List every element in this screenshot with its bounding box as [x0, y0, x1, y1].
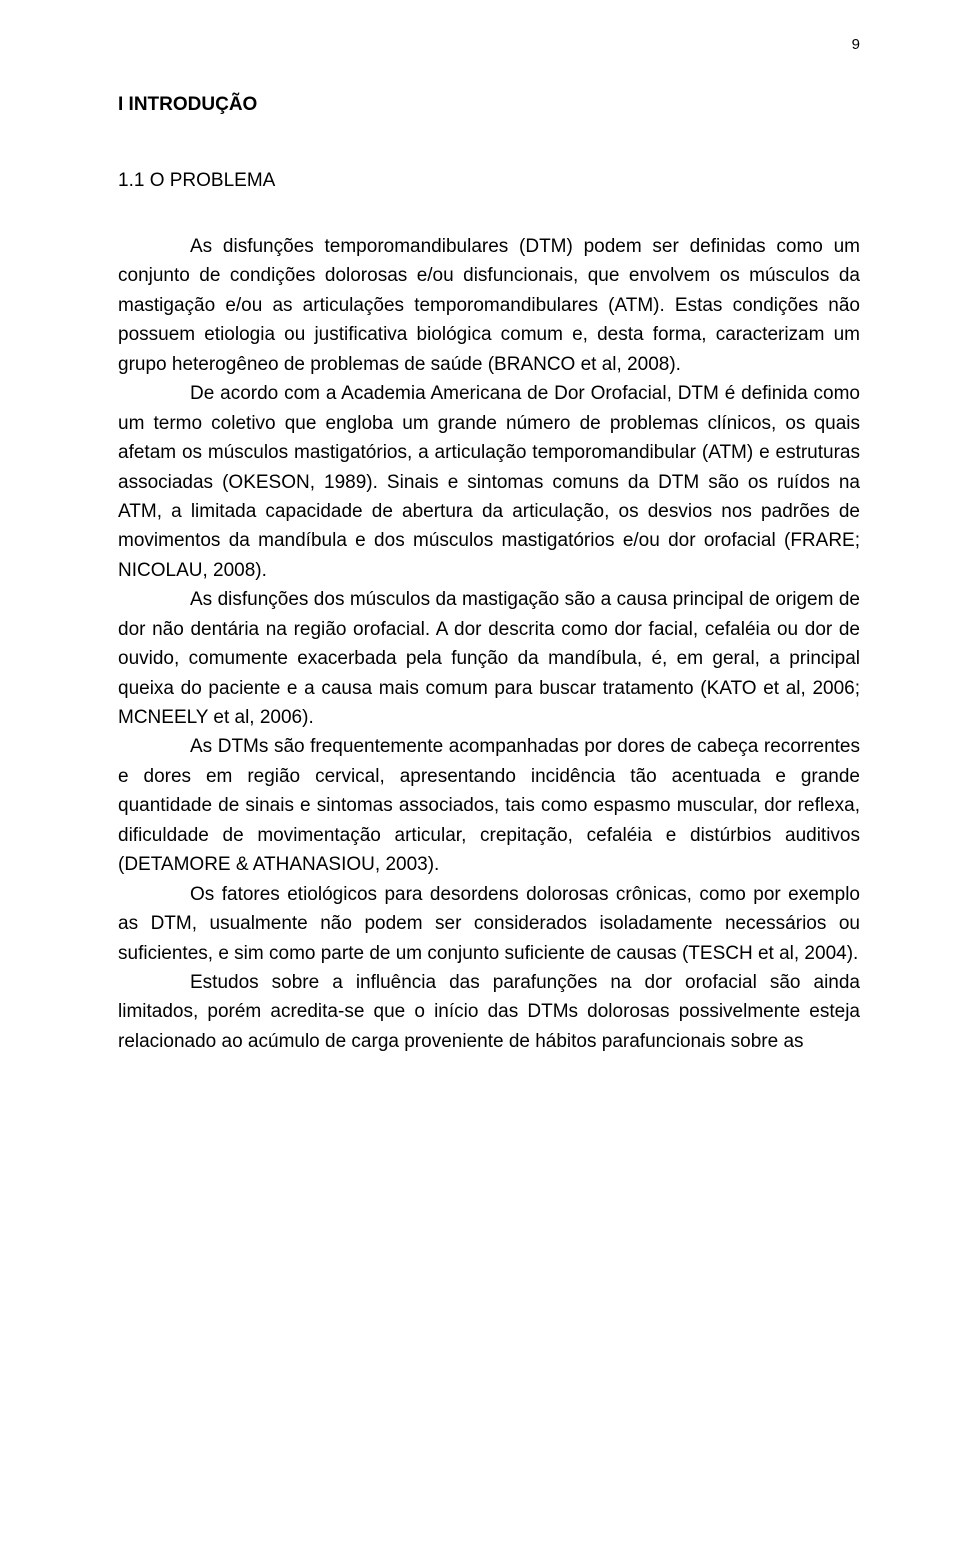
paragraph: De acordo com a Academia Americana de Do…: [118, 379, 860, 585]
page-number: 9: [852, 36, 860, 53]
paragraph: As disfunções dos músculos da mastigação…: [118, 585, 860, 732]
section-heading-1: I INTRODUÇÃO: [118, 94, 860, 116]
paragraph: As DTMs são frequentemente acompanhadas …: [118, 732, 860, 879]
document-page: 9 I INTRODUÇÃO 1.1 O PROBLEMA As disfunç…: [0, 0, 960, 1555]
section-heading-2: 1.1 O PROBLEMA: [118, 170, 860, 192]
paragraph: Os fatores etiológicos para desordens do…: [118, 880, 860, 968]
paragraph: Estudos sobre a influência das parafunçõ…: [118, 968, 860, 1056]
paragraph: As disfunções temporomandibulares (DTM) …: [118, 232, 860, 379]
